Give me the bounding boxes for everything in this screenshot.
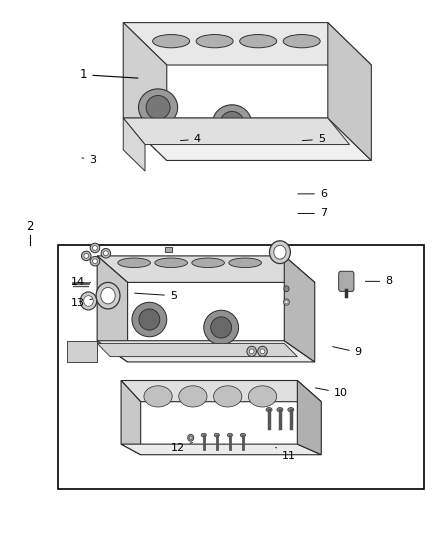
Text: 11: 11 [276,447,296,462]
Ellipse shape [277,408,283,412]
Ellipse shape [90,256,100,266]
Ellipse shape [138,89,178,126]
Bar [165,247,173,252]
Ellipse shape [132,302,167,337]
Text: 2: 2 [26,220,33,233]
Ellipse shape [84,296,93,306]
Ellipse shape [214,386,242,407]
Ellipse shape [103,251,108,256]
Ellipse shape [260,349,265,354]
Polygon shape [97,341,315,362]
Text: 10: 10 [315,387,348,398]
Ellipse shape [284,299,289,305]
Polygon shape [97,343,297,357]
Ellipse shape [187,434,194,441]
Ellipse shape [249,349,254,354]
Ellipse shape [144,386,172,407]
Polygon shape [67,341,97,362]
Polygon shape [121,444,321,455]
Text: 7: 7 [298,208,327,219]
Polygon shape [123,118,145,171]
Ellipse shape [80,292,97,310]
Ellipse shape [152,35,190,48]
Polygon shape [97,256,315,282]
Text: 6: 6 [298,189,327,199]
Ellipse shape [92,259,97,264]
Ellipse shape [220,111,244,135]
Ellipse shape [274,245,286,259]
Polygon shape [297,381,321,455]
Ellipse shape [179,386,207,407]
Ellipse shape [101,248,111,258]
Ellipse shape [204,310,239,345]
Polygon shape [97,256,127,362]
Ellipse shape [90,243,100,253]
Polygon shape [328,22,371,160]
Ellipse shape [284,286,289,292]
Text: 8: 8 [365,276,392,286]
Text: 3: 3 [82,156,96,165]
Ellipse shape [283,35,320,48]
Ellipse shape [288,408,294,412]
Polygon shape [123,22,167,160]
Polygon shape [121,381,321,402]
Ellipse shape [227,433,233,437]
Ellipse shape [269,241,290,264]
Text: 5: 5 [302,134,325,144]
Ellipse shape [258,346,267,357]
Ellipse shape [81,251,91,261]
Text: 12: 12 [170,442,192,453]
Ellipse shape [118,258,150,268]
Polygon shape [284,256,315,362]
Polygon shape [123,118,350,144]
FancyBboxPatch shape [339,271,354,292]
Ellipse shape [211,317,232,338]
Ellipse shape [196,35,233,48]
Ellipse shape [247,346,256,357]
Text: 1: 1 [80,68,138,81]
Ellipse shape [101,287,115,304]
Text: 9: 9 [333,346,362,358]
Ellipse shape [146,95,170,119]
Ellipse shape [240,433,246,437]
Ellipse shape [92,246,97,251]
Ellipse shape [229,258,261,268]
Ellipse shape [248,386,277,407]
Ellipse shape [84,254,88,259]
Ellipse shape [214,433,219,437]
Ellipse shape [155,258,187,268]
Ellipse shape [212,105,252,142]
Text: 13: 13 [71,297,92,308]
Polygon shape [121,381,141,455]
Ellipse shape [192,258,224,268]
Polygon shape [123,118,371,160]
Ellipse shape [240,35,277,48]
Text: 14: 14 [71,277,91,287]
Ellipse shape [139,309,160,330]
Ellipse shape [189,436,192,439]
Bar [58,245,424,489]
Text: 4: 4 [180,134,201,144]
Polygon shape [123,22,371,65]
Ellipse shape [96,282,120,309]
Ellipse shape [266,408,272,412]
Text: 5: 5 [135,290,177,301]
Ellipse shape [201,433,206,437]
Ellipse shape [285,301,288,304]
